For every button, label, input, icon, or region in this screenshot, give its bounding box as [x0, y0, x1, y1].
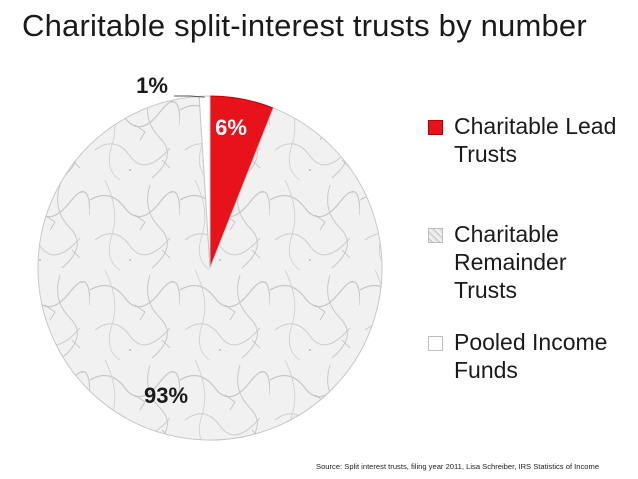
- pie-slice-remainder-trusts: [37, 95, 383, 441]
- legend-label-pooled-income: Pooled Income Funds: [454, 329, 608, 383]
- data-label-pooled-income: 1%: [136, 73, 168, 98]
- legend-swatch-pooled-income: [428, 336, 443, 351]
- legend-swatch-remainder-trusts: [428, 228, 443, 243]
- data-label-remainder-trusts: 93%: [144, 383, 188, 408]
- leader-line-pooled-income: [174, 95, 205, 98]
- legend-label-lead-trusts: Charitable Lead Trusts: [454, 113, 617, 167]
- chart-title: Charitable split-interest trusts by numb…: [22, 8, 587, 43]
- legend-swatch-lead-trusts: [428, 120, 443, 135]
- data-label-lead-trusts: 6%: [215, 115, 247, 140]
- source-note: Source: Split interest trusts, filing ye…: [316, 462, 600, 471]
- legend-label-remainder-trusts: Charitable Remainder Trusts: [454, 221, 567, 303]
